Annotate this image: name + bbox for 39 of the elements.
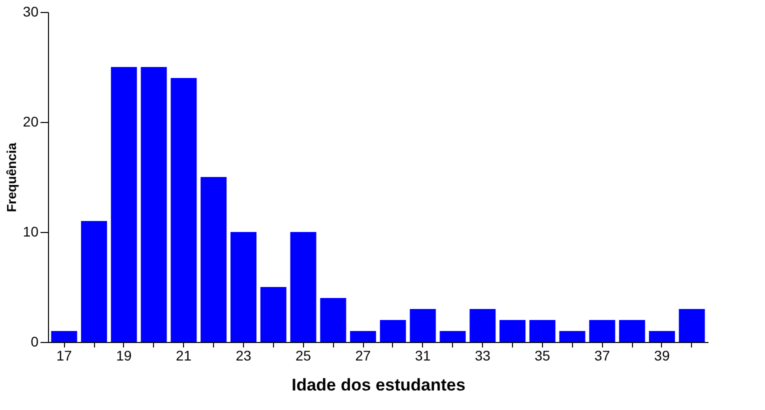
- bar: [200, 177, 227, 342]
- x-tick-label: 37: [594, 348, 610, 364]
- x-tick-label: 31: [415, 348, 431, 364]
- bar: [619, 320, 646, 342]
- bar: [140, 67, 167, 342]
- bar: [230, 232, 256, 342]
- bar: [51, 331, 78, 342]
- bar: [470, 309, 496, 342]
- x-tick-label: 39: [654, 348, 670, 364]
- bar: [648, 331, 675, 342]
- bar: [440, 331, 466, 342]
- x-tick-label: 33: [474, 348, 491, 364]
- bar: [559, 331, 586, 342]
- bar: [320, 298, 346, 342]
- bar: [529, 320, 556, 342]
- bar: [500, 320, 526, 342]
- bar: [290, 232, 316, 342]
- y-tick-label: 10: [22, 224, 39, 240]
- y-axis-title: Frequência: [4, 142, 19, 212]
- bar: [678, 309, 705, 342]
- bar: [410, 309, 436, 342]
- bar: [589, 320, 616, 342]
- bar: [380, 320, 406, 342]
- bar: [350, 331, 376, 342]
- bar: [170, 78, 197, 342]
- y-tick-label: 20: [22, 114, 39, 130]
- x-tick-label: 23: [236, 348, 252, 364]
- x-tick-label: 35: [534, 348, 550, 364]
- x-tick-label: 25: [295, 348, 312, 364]
- y-tick-label: 0: [30, 334, 39, 350]
- y-tick-label: 30: [22, 4, 39, 20]
- x-tick-label: 27: [355, 348, 372, 364]
- x-tick-label: 21: [176, 348, 192, 364]
- x-tick-label: 19: [116, 348, 132, 364]
- bar: [81, 221, 108, 342]
- x-tick-label: 17: [56, 348, 72, 364]
- bar: [110, 67, 137, 342]
- bar: [260, 287, 286, 342]
- x-axis-title: Idade dos estudantes: [292, 376, 466, 394]
